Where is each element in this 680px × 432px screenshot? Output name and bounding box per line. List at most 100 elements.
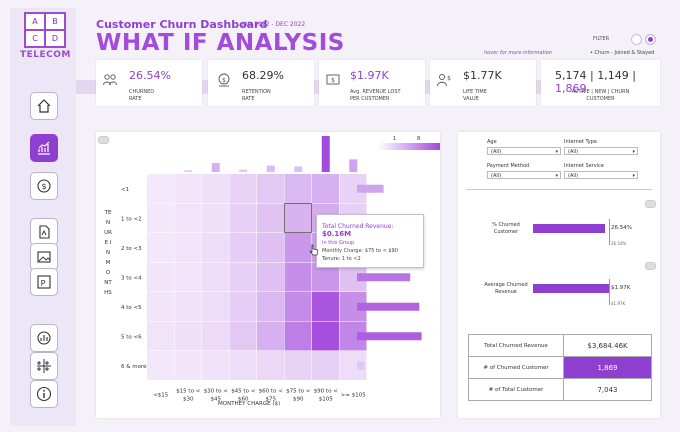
churn-rev-toggle[interactable]: [645, 262, 656, 270]
internet-type-select[interactable]: (All): [564, 147, 638, 156]
row-total-bar[interactable]: [357, 302, 420, 311]
heatmap-cell[interactable]: [257, 174, 284, 203]
logo-letter: B: [45, 13, 65, 30]
internet-service-select[interactable]: (All): [564, 171, 638, 180]
filter-toggle-on[interactable]: [645, 34, 656, 45]
heatmap-cell[interactable]: [174, 321, 202, 351]
heatmap-cell[interactable]: [202, 292, 229, 321]
nav-stats-button[interactable]: [30, 324, 58, 352]
export-pdf-button[interactable]: [30, 218, 58, 246]
column-total-bar[interactable]: [294, 166, 303, 172]
heatmap-cell[interactable]: [202, 262, 229, 292]
heatmap-cell[interactable]: [174, 262, 202, 292]
heatmap-tooltip: Total Churned Revenue: $0.16M In this Gr…: [316, 214, 424, 268]
column-total-bar[interactable]: [349, 159, 358, 172]
heatmap-cell[interactable]: [257, 203, 284, 233]
hover-hint: hover for more information: [484, 50, 552, 56]
x-axis-title: MONTHEY CHARGE ($): [218, 401, 281, 407]
heatmap-cell[interactable]: [147, 203, 174, 233]
heatmap-cell[interactable]: [229, 321, 257, 351]
heatmap-cell[interactable]: [147, 292, 174, 321]
row-total-bar[interactable]: [357, 332, 422, 341]
churned-pct-label: % Churned Customer: [492, 222, 520, 235]
kpi-churned-rate: 26.54% CHURNED RATE: [96, 60, 202, 106]
heatmap-cell[interactable]: [284, 292, 312, 321]
tooltip-tenure: Tenure: 1 to <2: [322, 256, 361, 262]
heatmap-cell[interactable]: [147, 262, 174, 292]
heatmap-cell[interactable]: [147, 233, 174, 262]
heatmap-cell[interactable]: [229, 351, 257, 380]
heatmap-cell[interactable]: [312, 292, 339, 321]
heatmap-cell[interactable]: [312, 321, 339, 351]
heatmap-cell[interactable]: [174, 233, 202, 262]
heatmap-cell[interactable]: [284, 351, 312, 380]
legend-min: 1: [393, 136, 397, 142]
row-total-bar[interactable]: [357, 273, 411, 282]
column-total-bar[interactable]: [266, 165, 275, 172]
kpi-label: RETENTION RATE: [242, 89, 271, 102]
column-tick-label: >= $105: [341, 393, 366, 399]
export-powerpoint-button[interactable]: P: [30, 268, 58, 296]
heatmap-cell[interactable]: [312, 351, 339, 380]
heatmap-cell[interactable]: [257, 233, 284, 262]
heatmap-cell[interactable]: [202, 321, 229, 351]
column-total-bar[interactable]: [184, 170, 193, 172]
heatmap-cell[interactable]: [284, 262, 312, 292]
logo-name: TELECOM: [20, 50, 71, 60]
heatmap-cell[interactable]: [202, 203, 229, 233]
nav-home-button[interactable]: [30, 92, 58, 120]
nav-analysis-button[interactable]: [30, 134, 58, 162]
home-icon: [37, 99, 51, 113]
heatmap-cell[interactable]: [202, 174, 229, 203]
column-total-bar[interactable]: [211, 163, 220, 172]
heatmap-cell[interactable]: [284, 321, 312, 351]
row-total-bar[interactable]: [357, 361, 365, 370]
heatmap-cell[interactable]: [174, 174, 202, 203]
heatmap-cell[interactable]: [147, 351, 174, 380]
heatmap-cell[interactable]: [229, 174, 257, 203]
heatmap-cell[interactable]: [202, 351, 229, 380]
heatmap-cell[interactable]: [174, 203, 202, 233]
heatmap-cell[interactable]: [284, 203, 312, 233]
column-tick-label: $60: [238, 397, 249, 403]
heatmap-cell[interactable]: [312, 174, 339, 203]
column-total-bar[interactable]: [239, 169, 248, 172]
row-tick-label: 6 & more: [121, 364, 147, 370]
kpi-value: 5,174 | 1,149 | 1,869: [555, 69, 636, 95]
column-tick-label: $30 to <: [204, 389, 229, 395]
heatmap-cell[interactable]: [257, 351, 284, 380]
heatmap-cell[interactable]: [174, 351, 202, 380]
row-total-bar[interactable]: [357, 184, 384, 193]
heatmap-cell[interactable]: [229, 292, 257, 321]
heatmap-cell[interactable]: [229, 233, 257, 262]
active-count: 5,174: [555, 69, 587, 82]
column-total-bar[interactable]: [321, 136, 330, 172]
kpi-value: 26.54%: [129, 69, 171, 82]
nav-revenue-button[interactable]: $: [30, 172, 58, 200]
heatmap-cell[interactable]: [147, 174, 174, 203]
heatmap-cell[interactable]: [284, 233, 312, 262]
heatmap-cell[interactable]: [257, 292, 284, 321]
cursor-icon: [309, 244, 319, 256]
heatmap-toggle[interactable]: [98, 136, 109, 144]
summary-value: 7,043: [563, 378, 652, 401]
heatmap-cell[interactable]: [174, 292, 202, 321]
heatmap-cell[interactable]: [147, 321, 174, 351]
heatmap-selected-cell: [284, 203, 312, 233]
tableau-icon: [37, 359, 51, 373]
heatmap-cell[interactable]: [202, 233, 229, 262]
info-button[interactable]: [30, 380, 58, 408]
age-filter-select[interactable]: (All): [487, 147, 561, 156]
heatmap-cell[interactable]: [284, 174, 312, 203]
column-tick-label: $30: [183, 397, 194, 403]
export-image-button[interactable]: [30, 243, 58, 271]
row-tick-label: 5 to <6: [121, 334, 142, 340]
heatmap-cell[interactable]: [257, 262, 284, 292]
payment-method-select[interactable]: (All): [487, 171, 561, 180]
filter-toggle-off[interactable]: [631, 34, 642, 45]
heatmap-cell[interactable]: [229, 203, 257, 233]
tableau-link-button[interactable]: [30, 352, 58, 380]
heatmap-cell[interactable]: [257, 321, 284, 351]
heatmap-cell[interactable]: [229, 262, 257, 292]
churn-pct-toggle[interactable]: [645, 200, 656, 208]
